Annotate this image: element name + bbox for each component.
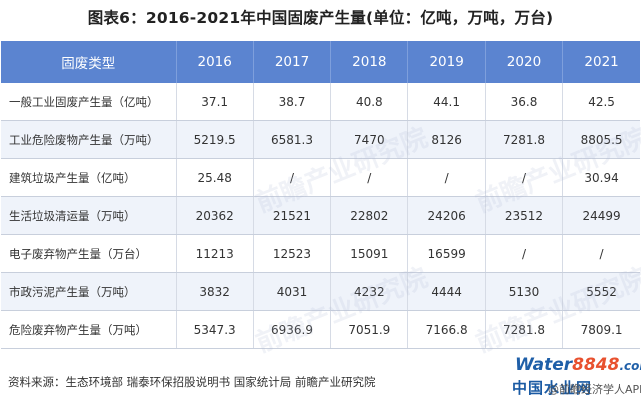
table-cell: 16599 xyxy=(407,234,486,273)
table-cell: 23512 xyxy=(485,196,564,235)
table-cell: 12523 xyxy=(253,234,332,273)
table-cell: 42.5 xyxy=(562,83,640,121)
logo-subtitle: 中国水业网 xyxy=(512,379,593,397)
table-cell: 4031 xyxy=(253,272,332,311)
table-cell: / xyxy=(485,234,564,273)
logo-suffix: .com xyxy=(619,359,641,373)
table-cell: 7281.8 xyxy=(485,310,564,349)
table-cell: 22802 xyxy=(330,196,409,235)
table-cell: 7281.8 xyxy=(485,120,564,159)
table-cell: 8126 xyxy=(407,120,486,159)
column-header: 2021 xyxy=(562,41,640,83)
data-table: 固废类型 2016 2017 2018 2019 2020 2021 一般工业固… xyxy=(1,41,640,349)
table-cell: / xyxy=(407,158,486,197)
table-cell: 30.94 xyxy=(562,158,640,197)
table-cell: 40.8 xyxy=(330,83,409,121)
table-cell: 7470 xyxy=(330,120,409,159)
table-cell: / xyxy=(253,158,332,197)
table-cell: 38.7 xyxy=(253,83,332,121)
logo-number: 8848 xyxy=(572,355,620,375)
table-cell: 24206 xyxy=(407,196,486,235)
column-header: 2020 xyxy=(485,41,564,83)
table-cell: 6936.9 xyxy=(253,310,332,349)
table-cell: / xyxy=(330,158,409,197)
row-label: 危险废弃物产生量（万吨） xyxy=(1,310,177,349)
table-header-row: 固废类型 2016 2017 2018 2019 2020 2021 xyxy=(1,41,640,83)
source-note: 资料来源：生态环境部 瑞泰环保招股说明书 国家统计局 前瞻产业研究院 xyxy=(8,375,376,389)
table-cell: / xyxy=(485,158,564,197)
table-cell: 5347.3 xyxy=(176,310,254,349)
table-row: 工业危险废物产生量（万吨） 5219.5 6581.3 7470 8126 72… xyxy=(1,120,640,159)
row-label: 建筑垃圾产生量（亿吨） xyxy=(1,158,177,197)
table-cell: 7809.1 xyxy=(562,310,640,349)
table-cell: 6581.3 xyxy=(253,120,332,159)
table-cell: 7051.9 xyxy=(330,310,409,349)
column-header: 2017 xyxy=(253,41,332,83)
table-cell: 20362 xyxy=(176,196,254,235)
table-row: 一般工业固废产生量（亿吨） 37.1 38.7 40.8 44.1 36.8 4… xyxy=(1,83,640,121)
table-cell: 21521 xyxy=(253,196,332,235)
table-cell: 7166.8 xyxy=(407,310,486,349)
row-label: 工业危险废物产生量（万吨） xyxy=(1,120,177,159)
table-cell: 5219.5 xyxy=(176,120,254,159)
table-cell: 25.48 xyxy=(176,158,254,197)
table-cell: 5130 xyxy=(485,272,564,311)
logo-word: Water xyxy=(515,355,573,375)
table-row: 建筑垃圾产生量（亿吨） 25.48 / / / / 30.94 xyxy=(1,158,640,197)
table-row: 市政污泥产生量（万吨） 3832 4031 4232 4444 5130 555… xyxy=(1,272,640,311)
table-cell: 15091 xyxy=(330,234,409,273)
page-title: 图表6：2016-2021年中国固废产生量(单位：亿吨，万吨，万台) xyxy=(87,9,554,27)
table-cell: 11213 xyxy=(176,234,254,273)
table-cell: 36.8 xyxy=(485,83,564,121)
table-row: 危险废弃物产生量（万吨） 5347.3 6936.9 7051.9 7166.8… xyxy=(1,310,640,349)
column-header: 2016 xyxy=(176,41,254,83)
table-cell: 8805.5 xyxy=(562,120,640,159)
table-cell: 37.1 xyxy=(176,83,254,121)
water8848-logo: Water8848.com xyxy=(515,355,641,375)
column-header: 2019 xyxy=(407,41,486,83)
row-label: 生活垃圾清运量（万吨） xyxy=(1,196,177,235)
row-label: 电子废弃物产生量（万台） xyxy=(1,234,177,273)
row-label: 市政污泥产生量（万吨） xyxy=(1,272,177,311)
table-cell: 5552 xyxy=(562,272,640,311)
table-row: 生活垃圾清运量（万吨） 20362 21521 22802 24206 2351… xyxy=(1,196,640,235)
table-cell: 4444 xyxy=(407,272,486,311)
table-cell: 4232 xyxy=(330,272,409,311)
column-header: 固废类型 xyxy=(1,41,177,83)
column-header: 2018 xyxy=(330,41,409,83)
app-credit: @前瞻经济学人APP xyxy=(548,383,641,396)
table-cell: / xyxy=(562,234,640,273)
table-row: 电子废弃物产生量（万台） 11213 12523 15091 16599 / / xyxy=(1,234,640,273)
table-cell: 3832 xyxy=(176,272,254,311)
table-cell: 24499 xyxy=(562,196,640,235)
row-label: 一般工业固废产生量（亿吨） xyxy=(1,83,177,121)
table-cell: 44.1 xyxy=(407,83,486,121)
